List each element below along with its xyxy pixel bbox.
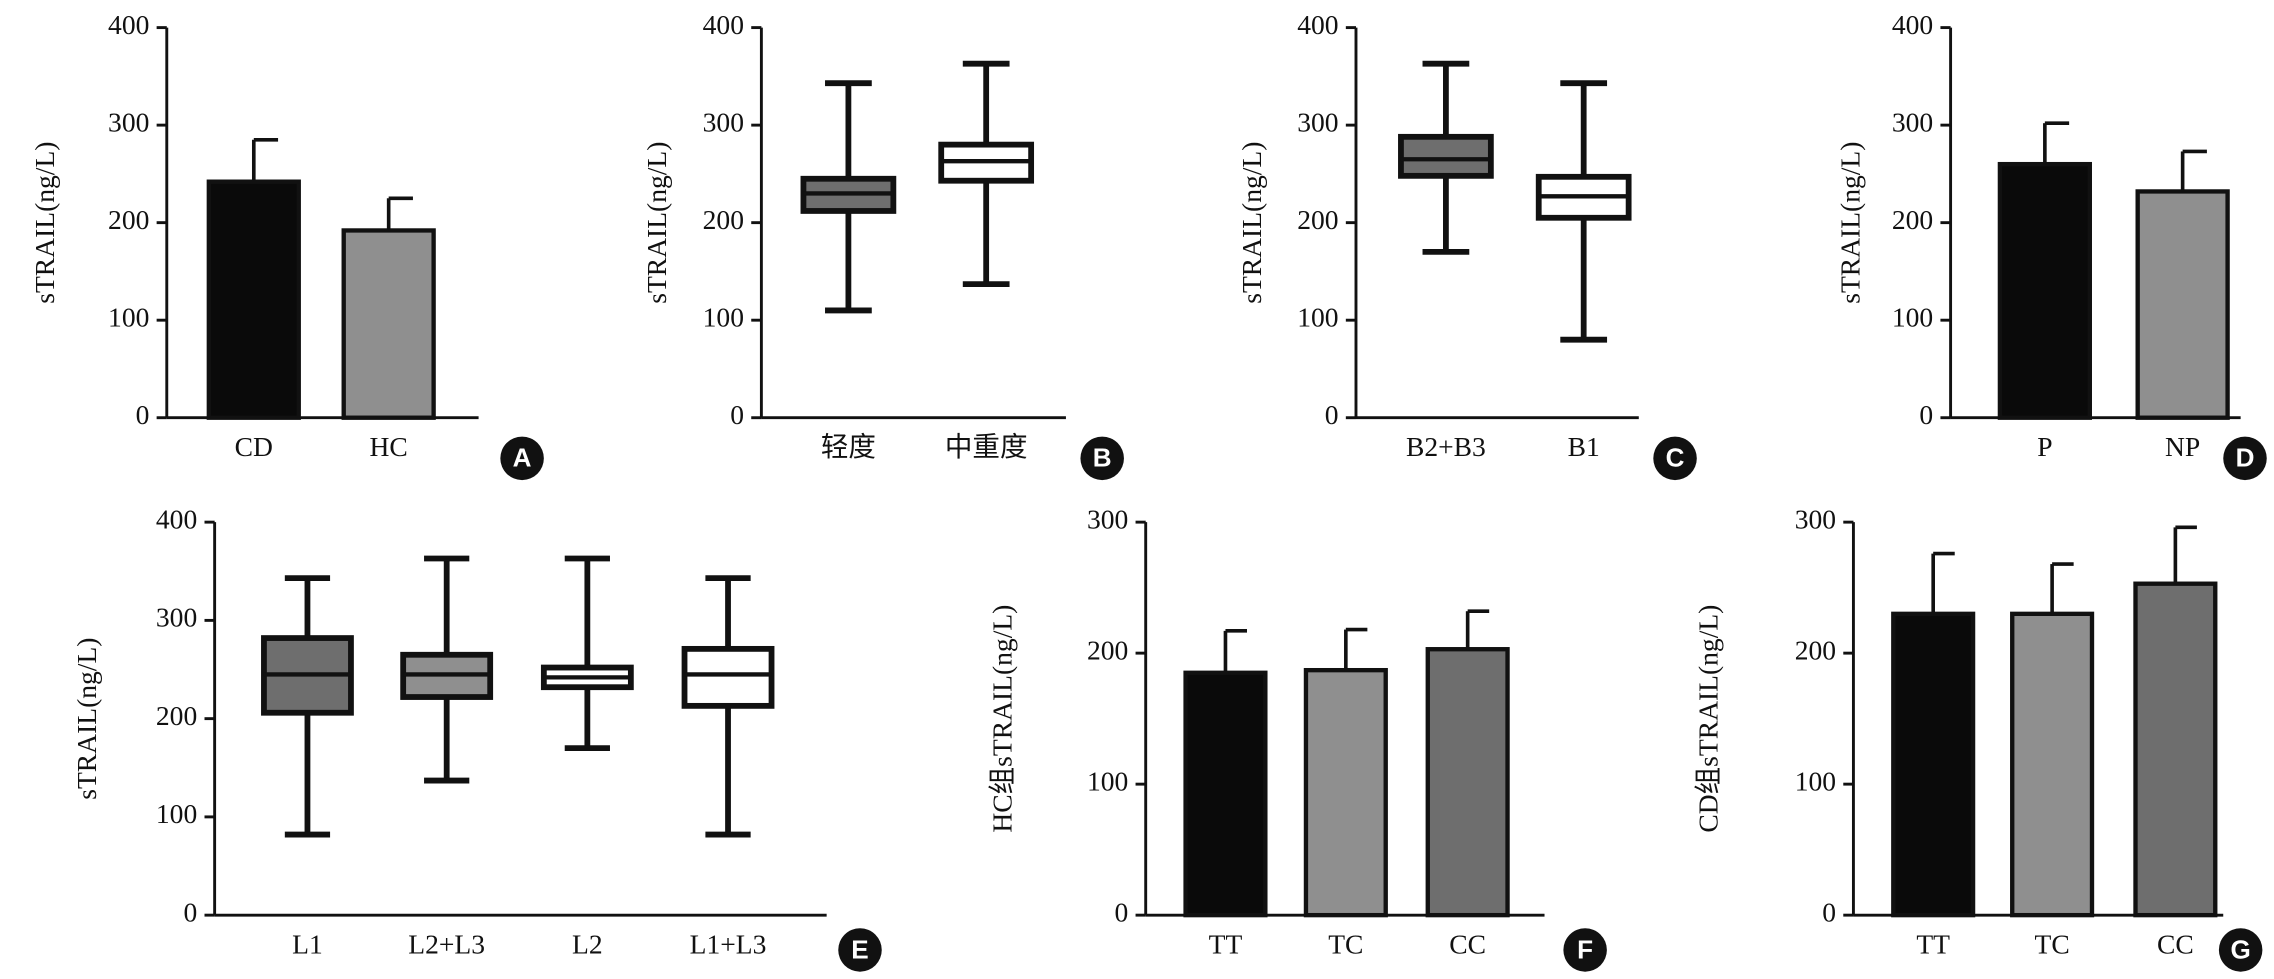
y-tick-label: 200 — [156, 700, 197, 731]
y-tick-label: 200 — [1795, 634, 1836, 665]
y-tick-label: 100 — [1297, 302, 1338, 333]
x-tick-label: CD — [235, 431, 273, 462]
y-tick-label: 300 — [108, 106, 149, 137]
panel-label: A — [513, 443, 532, 473]
y-tick-label: 300 — [1795, 503, 1836, 534]
y-tick-label: 400 — [156, 503, 197, 534]
box — [681, 645, 775, 709]
y-axis-label: HC组sTRAIL(ng/L) — [986, 605, 1017, 833]
x-tick-label: TC — [1328, 928, 1363, 959]
y-axis-label: sTRAIL(ng/L) — [641, 142, 672, 304]
bar — [2010, 611, 2095, 918]
bar — [1183, 670, 1268, 918]
x-tick-label: NP — [2165, 431, 2200, 462]
y-tick-label: 0 — [1115, 896, 1129, 927]
panel-badge — [500, 436, 544, 481]
y-tick-label: 200 — [1087, 634, 1128, 665]
y-tick-label: 100 — [108, 302, 149, 333]
x-tick-label: L1+L3 — [690, 928, 767, 959]
bar — [1425, 647, 1510, 918]
y-tick-label: 300 — [703, 106, 744, 137]
panel-badge — [1563, 928, 1607, 972]
bar — [1997, 161, 2092, 420]
x-tick-label: TT — [1916, 928, 1950, 959]
y-tick-label: 300 — [156, 602, 197, 633]
panel-label: B — [1093, 443, 1112, 473]
panel-badge — [2218, 928, 2263, 972]
y-tick-label: 100 — [1795, 765, 1836, 796]
y-axis-label: sTRAIL(ng/L) — [29, 142, 60, 304]
y-tick-label: 100 — [703, 302, 744, 333]
y-tick-label: 0 — [1919, 399, 1933, 430]
y-tick-label: 0 — [730, 399, 744, 430]
x-tick-label: HC — [370, 431, 408, 462]
x-tick-label: P — [2037, 431, 2052, 462]
x-tick-label: 中重度 — [945, 431, 1028, 462]
y-tick-label: 0 — [183, 896, 197, 927]
bar — [2135, 189, 2230, 420]
bar — [206, 179, 301, 420]
y-tick-label: 300 — [1892, 106, 1933, 137]
panel-label: D — [2236, 443, 2255, 473]
y-tick-label: 0 — [1822, 896, 1836, 927]
bar — [341, 228, 436, 420]
panel-label: F — [1577, 934, 1593, 964]
y-tick-label: 200 — [108, 204, 149, 235]
bar — [1891, 611, 1976, 918]
x-tick-label: CC — [2157, 928, 2194, 959]
panel-badge — [838, 928, 882, 972]
x-tick-label: TT — [1209, 928, 1243, 959]
panel-label: C — [1666, 443, 1685, 473]
y-tick-label: 100 — [156, 798, 197, 829]
x-tick-label: L1 — [292, 928, 323, 959]
y-tick-label: 400 — [1892, 9, 1933, 40]
x-tick-label: L2 — [572, 928, 603, 959]
y-tick-label: 200 — [703, 204, 744, 235]
panel-badge — [1653, 436, 1697, 481]
x-tick-label: 轻度 — [821, 431, 876, 462]
x-tick-label: CC — [1449, 928, 1486, 959]
x-tick-label: B1 — [1568, 431, 1600, 462]
panel-badge — [1080, 436, 1124, 481]
y-tick-label: 300 — [1087, 503, 1128, 534]
y-axis-label: sTRAIL(ng/L) — [1835, 142, 1866, 304]
y-axis-label: sTRAIL(ng/L) — [71, 638, 102, 800]
y-tick-label: 0 — [136, 399, 150, 430]
panel-badge — [2223, 436, 2267, 481]
y-axis-label: sTRAIL(ng/L) — [1236, 142, 1267, 304]
y-tick-label: 300 — [1297, 106, 1338, 137]
y-tick-label: 100 — [1087, 765, 1128, 796]
x-tick-label: TC — [2035, 928, 2070, 959]
y-tick-label: 400 — [703, 9, 744, 40]
y-tick-label: 200 — [1297, 204, 1338, 235]
panel-label: G — [2230, 934, 2250, 964]
y-tick-label: 100 — [1892, 302, 1933, 333]
bar — [1303, 667, 1388, 918]
y-tick-label: 400 — [1297, 9, 1338, 40]
x-tick-label: L2+L3 — [408, 928, 485, 959]
y-axis-label: CD组sTRAIL(ng/L) — [1693, 605, 1724, 833]
y-tick-label: 0 — [1325, 399, 1339, 430]
panel-label: E — [851, 934, 868, 964]
y-tick-label: 200 — [1892, 204, 1933, 235]
bar — [2133, 581, 2218, 918]
box — [1398, 133, 1494, 179]
y-tick-label: 400 — [108, 9, 149, 40]
x-tick-label: B2+B3 — [1406, 431, 1486, 462]
